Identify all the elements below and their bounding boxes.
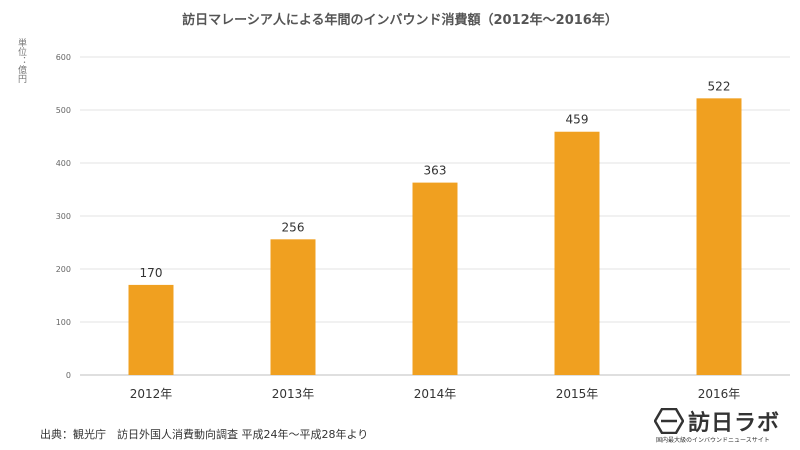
logo-name: 訪日ラボ [688, 411, 781, 436]
data-label: 363 [424, 164, 447, 178]
logo-tagline: 国内最大級のインバウンドニュースサイト [656, 437, 770, 444]
x-tick-label: 2016年 [698, 387, 741, 401]
x-axis-ticks: 2012年 2013年 2014年 2015年 2016年 [130, 387, 741, 401]
bar [128, 284, 174, 375]
source-note: 出典：観光庁 訪日外国人消費動向調査 平成24年～平成28年より [40, 428, 369, 441]
logo: 訪日ラボ 国内最大級のインバウンドニュースサイト [654, 405, 794, 445]
y-tick-label: 500 [56, 106, 71, 115]
x-tick-label: 2012年 [130, 387, 173, 401]
y-tick-label: 200 [56, 265, 71, 274]
y-tick-label: 400 [56, 159, 71, 168]
logo-icon [654, 408, 684, 434]
data-label: 170 [140, 266, 163, 280]
bars [128, 98, 742, 375]
y-tick-label: 0 [66, 371, 71, 380]
data-label: 256 [282, 220, 305, 234]
y-axis-ticks: 0 100 200 300 400 500 600 [56, 53, 71, 380]
data-labels: 170 256 363 459 522 [140, 79, 731, 280]
x-tick-label: 2015年 [556, 387, 599, 401]
chart-title: 訪日マレーシア人による年間のインバウンド消費額（2012年～2016年） [182, 13, 618, 28]
y-tick-label: 100 [56, 318, 71, 327]
data-label: 459 [566, 113, 589, 127]
x-tick-label: 2014年 [414, 387, 457, 401]
data-label: 522 [708, 79, 731, 93]
bar [696, 98, 742, 375]
x-tick-label: 2013年 [272, 387, 315, 401]
bar [270, 239, 316, 375]
bar [554, 131, 600, 375]
y-axis-unit-label: 単位：億円 [16, 38, 26, 83]
bar [412, 182, 458, 375]
y-tick-label: 600 [56, 53, 71, 62]
y-tick-label: 300 [56, 212, 71, 221]
